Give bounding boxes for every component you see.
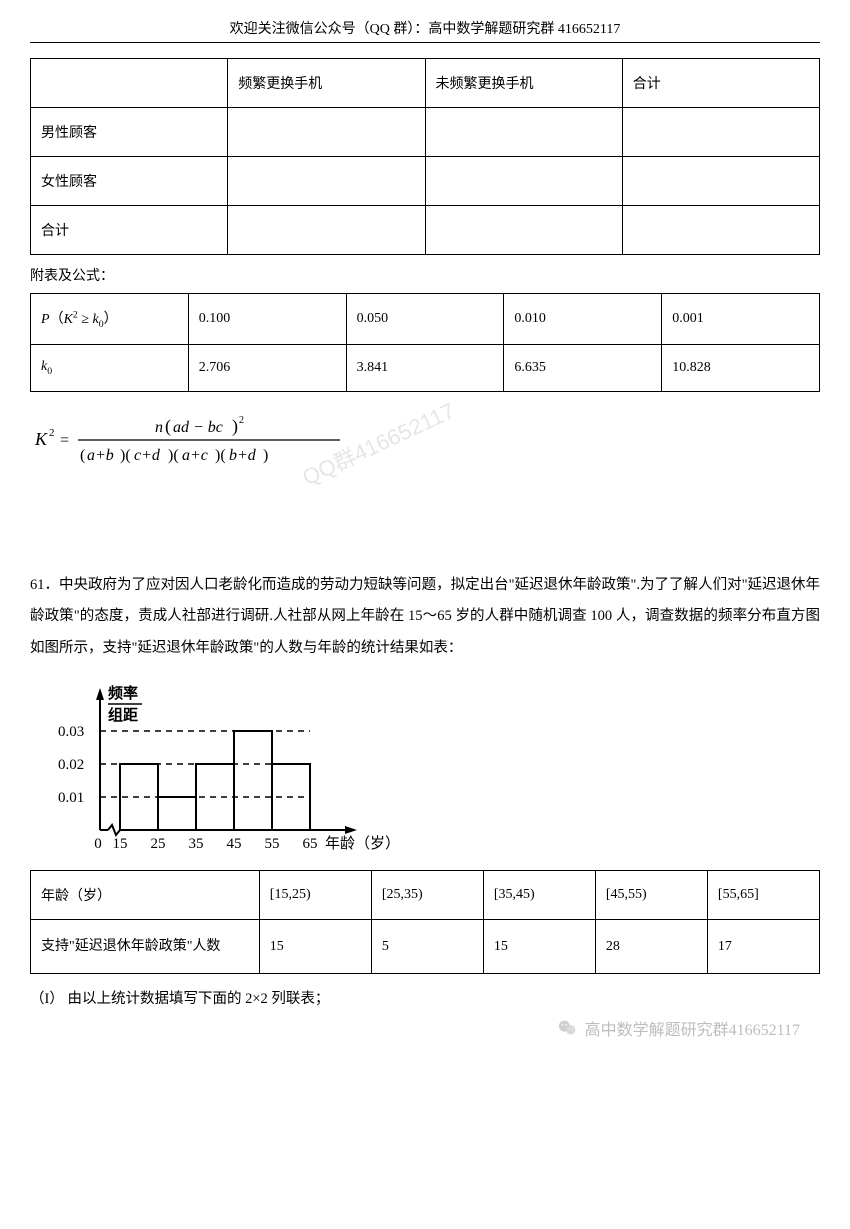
svg-text:n: n	[155, 419, 163, 436]
table3-r1-c0: 支持"延迟退休年龄政策"人数	[31, 920, 260, 974]
svg-text:0.01: 0.01	[58, 790, 84, 806]
contingency-table: 频繁更换手机 未频繁更换手机 合计 男性顾客 女性顾客 合计	[30, 58, 820, 255]
age-support-table: 年龄（岁） [15,25) [25,35) [35,45) [45,55) [5…	[30, 870, 820, 974]
table2-r1-c2: 6.635	[504, 344, 662, 391]
table3-r1-c3: 15	[483, 920, 595, 974]
table1-r0-c0	[228, 108, 425, 157]
page-header: 欢迎关注微信公众号（QQ 群）：高中数学解题研究群 416652117	[30, 10, 820, 43]
table3-r0-c2: [25,35)	[371, 871, 483, 920]
table3-r0-c1: [15,25)	[259, 871, 371, 920]
table1-r0-c1	[425, 108, 622, 157]
table3-r1-c4: 28	[595, 920, 707, 974]
frequency-histogram: 频率组距 0.01 0.02 0.03 0 15 25 35 45 55 65 年龄（岁）	[30, 680, 820, 860]
table1-h3: 合计	[622, 59, 819, 108]
critical-value-table: P（K2 ≥ k0） 0.100 0.050 0.010 0.001 k0 2.…	[30, 293, 820, 392]
svg-text:K: K	[34, 429, 48, 449]
table1-r1-c1	[425, 157, 622, 206]
table2-r0-c2: 0.010	[504, 294, 662, 345]
table3-r0-c0: 年龄（岁）	[31, 871, 260, 920]
table3-r0-c4: [45,55)	[595, 871, 707, 920]
svg-text:)(: )(	[215, 447, 226, 464]
footer-watermark-text: 高中数学解题研究群416652117	[585, 1016, 800, 1040]
svg-text:ad − bc: ad − bc	[173, 419, 223, 436]
table2-r1-c1: 3.841	[346, 344, 504, 391]
svg-text:)(: )(	[120, 447, 131, 464]
svg-text:2: 2	[49, 427, 55, 439]
svg-text:0.02: 0.02	[58, 757, 84, 773]
svg-text:年龄（岁）: 年龄（岁）	[325, 835, 400, 852]
table3-r1-c5: 17	[707, 920, 819, 974]
svg-text:2: 2	[239, 415, 244, 426]
svg-text:(: (	[165, 416, 171, 437]
svg-text:): )	[232, 416, 238, 437]
question-body: 中央政府为了应对因人口老龄化而造成的劳动力短缺等问题，拟定出台"延迟退休年龄政策…	[30, 577, 820, 657]
sub-question-1: （I） 由以上统计数据填写下面的 2×2 列联表；	[30, 984, 820, 1016]
svg-text:频率: 频率	[108, 684, 138, 702]
table2-r1-c0: 2.706	[188, 344, 346, 391]
table2-r1-label: k0	[31, 344, 189, 391]
table1-h0	[31, 59, 228, 108]
table3-r0-c3: [35,45)	[483, 871, 595, 920]
table1-r2-label: 合计	[31, 206, 228, 255]
svg-text:0.03: 0.03	[58, 724, 84, 740]
svg-text:): )	[263, 447, 268, 464]
svg-text:45: 45	[227, 836, 242, 852]
svg-text:25: 25	[151, 836, 166, 852]
table1-r1-c2	[622, 157, 819, 206]
table1-r2-c2	[622, 206, 819, 255]
table3-r1-c1: 15	[259, 920, 371, 974]
svg-text:15: 15	[113, 836, 128, 852]
table1-h1: 频繁更换手机	[228, 59, 425, 108]
table1-r1-label: 女性顾客	[31, 157, 228, 206]
table1-r0-c2	[622, 108, 819, 157]
table1-h2: 未频繁更换手机	[425, 59, 622, 108]
table3-r0-c5: [55,65]	[707, 871, 819, 920]
table1-r0-label: 男性顾客	[31, 108, 228, 157]
table1-r2-c1	[425, 206, 622, 255]
k-squared-formula: K 2 = n ( ad − bc ) 2 ( a+b )( c+d )( a+…	[30, 410, 820, 470]
svg-text:组距: 组距	[108, 706, 138, 724]
svg-text:a+c: a+c	[182, 447, 208, 464]
question-61-text: 61．中央政府为了应对因人口老龄化而造成的劳动力短缺等问题，拟定出台"延迟退休年…	[30, 570, 820, 666]
table2-r0-c1: 0.050	[346, 294, 504, 345]
svg-text:65: 65	[303, 836, 318, 852]
svg-text:(: (	[80, 447, 85, 464]
table1-r2-c0	[228, 206, 425, 255]
table2-r0-label: P（K2 ≥ k0）	[31, 294, 189, 345]
table2-r1-c3: 10.828	[662, 344, 820, 391]
svg-text:c+d: c+d	[134, 447, 161, 464]
svg-text:b+d: b+d	[229, 447, 257, 464]
svg-text:35: 35	[189, 836, 204, 852]
svg-text:)(: )(	[168, 447, 179, 464]
attached-caption: 附表及公式：	[30, 265, 820, 285]
table1-r1-c0	[228, 157, 425, 206]
question-number: 61．	[30, 577, 59, 593]
svg-text:55: 55	[265, 836, 280, 852]
table2-r0-c3: 0.001	[662, 294, 820, 345]
svg-text:=: =	[60, 432, 69, 449]
table3-r1-c2: 5	[371, 920, 483, 974]
wechat-icon	[557, 1017, 579, 1039]
svg-text:a+b: a+b	[87, 447, 114, 464]
table2-r0-c0: 0.100	[188, 294, 346, 345]
svg-text:0: 0	[94, 836, 102, 852]
